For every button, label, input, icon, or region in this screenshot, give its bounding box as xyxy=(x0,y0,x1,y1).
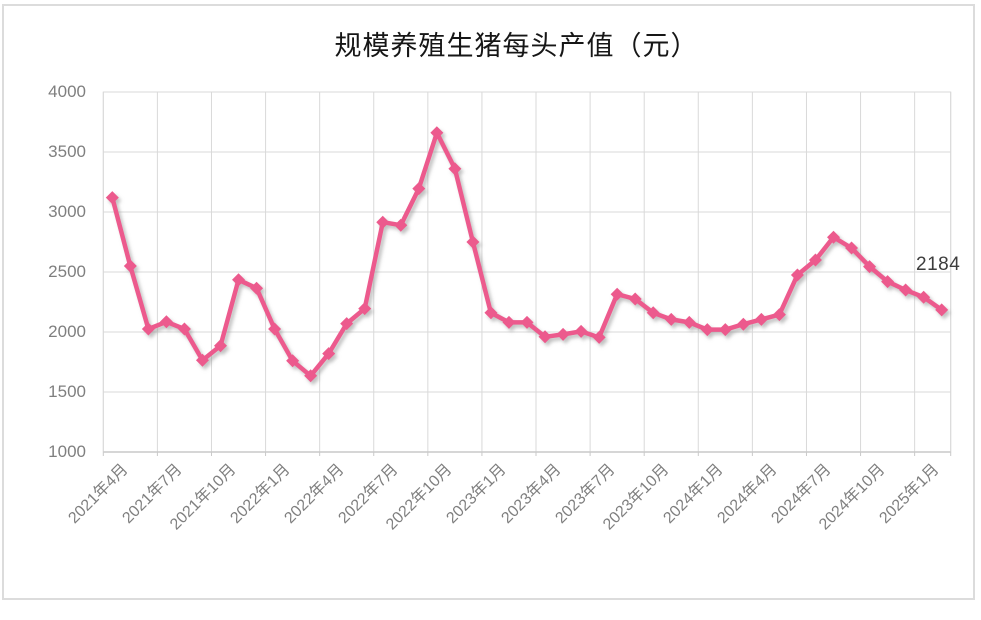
data-point-marker xyxy=(827,230,841,244)
data-point-marker xyxy=(159,315,173,329)
data-point-marker xyxy=(322,347,336,361)
data-point-marker xyxy=(123,259,137,273)
data-point-marker xyxy=(484,306,498,320)
data-point-marker xyxy=(646,306,660,320)
data-point-marker xyxy=(772,308,786,322)
data-point-marker xyxy=(448,162,462,176)
data-point-marker xyxy=(917,290,931,304)
data-line xyxy=(110,130,944,379)
data-point-marker xyxy=(790,268,804,282)
data-point-marker xyxy=(376,215,390,229)
data-point-marker xyxy=(232,273,246,287)
data-point-marker xyxy=(177,322,191,336)
data-point-marker xyxy=(286,354,300,368)
y-axis-tick-label: 4000 xyxy=(48,82,86,101)
data-point-marker xyxy=(141,322,155,336)
y-axis-tick-label: 1500 xyxy=(48,382,86,401)
data-point-marker xyxy=(682,315,696,329)
data-point-marker xyxy=(845,241,859,255)
data-point-marker xyxy=(700,323,714,337)
data-point-marker xyxy=(502,315,516,329)
data-point-marker xyxy=(863,260,877,274)
data-point-marker xyxy=(213,339,227,353)
data-point-marker xyxy=(754,312,768,326)
data-point-marker xyxy=(935,303,949,317)
data-point-marker xyxy=(736,317,750,331)
data-point-marker xyxy=(520,315,534,329)
data-point-marker xyxy=(628,292,642,306)
data-point-marker xyxy=(538,330,552,344)
data-point-marker xyxy=(556,327,570,341)
data-point-marker xyxy=(899,283,913,297)
data-point-marker xyxy=(412,182,426,196)
y-axis-tick-label: 2000 xyxy=(48,322,86,341)
data-point-marker xyxy=(808,253,822,267)
data-point-marker xyxy=(268,322,282,336)
gridlines xyxy=(102,91,952,456)
data-point-marker xyxy=(610,287,624,301)
data-point-marker xyxy=(195,353,209,367)
data-point-marker xyxy=(881,275,895,289)
data-point-marker xyxy=(574,324,588,338)
last-point-data-label: 2184 xyxy=(916,254,961,275)
y-axis-tick-label: 3000 xyxy=(48,202,86,221)
data-point-marker xyxy=(718,323,732,337)
y-axis-tick-label: 2500 xyxy=(48,262,86,281)
y-axis-tick-label: 3500 xyxy=(48,142,86,161)
data-series xyxy=(105,126,949,383)
data-point-marker xyxy=(250,281,264,295)
data-point-marker xyxy=(394,218,408,232)
data-point-marker xyxy=(466,235,480,249)
data-point-marker xyxy=(105,191,119,205)
data-point-marker xyxy=(430,126,444,140)
data-point-marker xyxy=(664,312,678,326)
chart-title: 规模养殖生猪每头产值（元） xyxy=(334,31,699,62)
y-axis-tick-label: 1000 xyxy=(48,442,86,461)
data-point-marker xyxy=(304,369,318,383)
data-point-marker xyxy=(592,330,606,344)
data-point-marker xyxy=(358,302,372,316)
data-point-markers xyxy=(105,126,949,383)
data-point-marker xyxy=(340,317,354,331)
